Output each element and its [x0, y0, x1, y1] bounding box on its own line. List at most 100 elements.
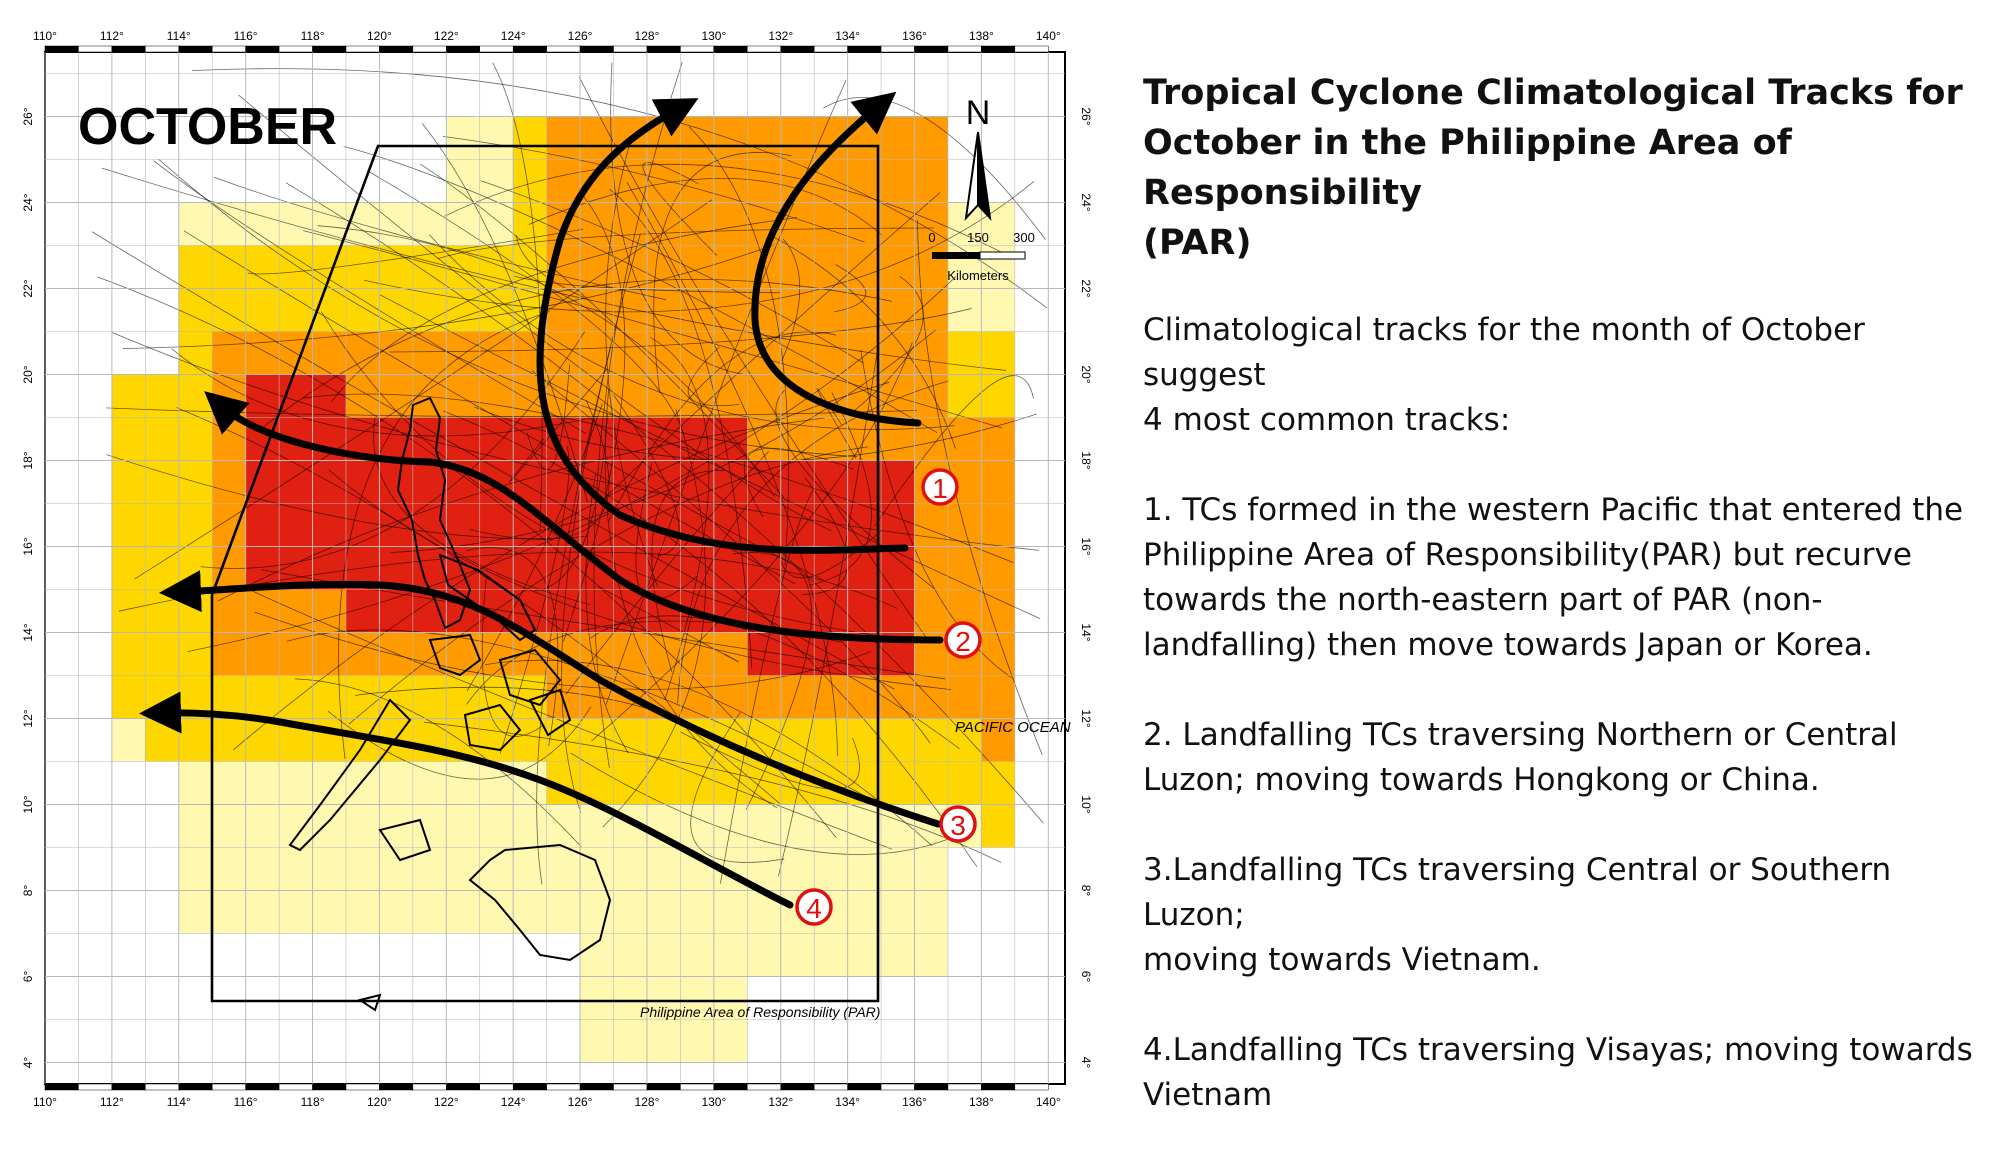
longitude-label-bottom: 124°	[501, 1095, 526, 1109]
density-cell	[345, 589, 380, 633]
frame-ruler	[512, 45, 547, 53]
latitude-label-right: 10°	[1079, 795, 1093, 813]
density-cell	[680, 933, 714, 977]
historical-track-line	[850, 275, 924, 414]
density-cell	[947, 202, 982, 246]
density-cell	[847, 804, 882, 848]
historical-track-line	[561, 347, 611, 813]
density-cell	[245, 847, 280, 891]
density-cell	[178, 718, 213, 762]
latitude-label-left: 18°	[21, 451, 35, 469]
frame-ruler	[880, 1083, 915, 1091]
density-cell	[947, 718, 982, 762]
density-cell	[513, 417, 547, 461]
historical-track-line	[373, 417, 590, 605]
frame-ruler	[312, 45, 347, 53]
density-cell	[245, 245, 280, 289]
historical-track-line	[254, 611, 872, 690]
density-cell	[847, 159, 882, 203]
density-cell	[713, 159, 748, 203]
density-cell	[713, 890, 748, 934]
historical-track-line	[317, 225, 775, 497]
frame-ruler	[512, 1083, 547, 1091]
historical-track-line	[348, 446, 868, 725]
density-cell	[847, 116, 882, 160]
density-cell	[513, 847, 547, 891]
historical-track-line	[338, 311, 550, 760]
density-cell	[747, 159, 781, 203]
density-cell	[245, 503, 280, 547]
density-cell	[312, 632, 346, 676]
density-cell	[345, 847, 380, 891]
track-2	[204, 391, 944, 644]
longitude-label-top: 130°	[701, 29, 726, 43]
density-cell	[914, 933, 948, 977]
density-cell	[279, 847, 313, 891]
density-cell	[345, 804, 380, 848]
density-cell	[847, 675, 882, 719]
historical-track-line	[320, 311, 913, 641]
latitude-label-left: 8°	[21, 885, 35, 897]
density-cell	[580, 116, 614, 160]
density-cell	[914, 503, 948, 547]
historical-track-line	[153, 160, 587, 435]
density-cell	[713, 632, 748, 676]
frame-ruler	[1014, 45, 1049, 53]
latitude-label-left: 24°	[21, 193, 35, 211]
density-cell	[580, 976, 614, 1020]
density-cell	[379, 460, 413, 504]
density-cell	[814, 933, 848, 977]
frame-ruler	[178, 1083, 213, 1091]
density-cell	[881, 718, 915, 762]
density-cell	[780, 417, 815, 461]
density-cell	[446, 374, 480, 418]
longitude-label-bottom: 136°	[902, 1095, 927, 1109]
frame-ruler	[178, 45, 213, 53]
density-cell	[345, 374, 380, 418]
density-cell	[245, 374, 280, 418]
density-cell	[279, 245, 313, 289]
historical-track-line	[534, 414, 608, 592]
density-cell	[345, 890, 380, 934]
density-cell	[513, 718, 547, 762]
longitude-label-bottom: 134°	[835, 1095, 860, 1109]
density-cell	[613, 202, 647, 246]
density-cell	[814, 245, 848, 289]
density-cell	[412, 804, 447, 848]
density-cell	[479, 116, 514, 160]
frame-ruler	[646, 1083, 681, 1091]
density-cell	[345, 202, 380, 246]
density-cell	[881, 503, 915, 547]
density-cell	[178, 890, 213, 934]
density-cell	[981, 460, 1015, 504]
density-cell	[981, 288, 1015, 332]
density-cell	[847, 331, 882, 375]
frame-ruler	[412, 45, 447, 53]
density-cell	[212, 761, 246, 805]
density-cell	[345, 245, 380, 289]
historical-track-line	[531, 370, 931, 744]
frame-ruler	[579, 45, 614, 53]
frame-ruler	[813, 45, 848, 53]
frame-ruler	[479, 45, 514, 53]
density-cell	[513, 804, 547, 848]
panel-title: Tropical Cyclone Climatological Tracks f…	[1143, 73, 1963, 263]
historical-track-line	[515, 235, 585, 298]
density-cell	[245, 589, 280, 633]
latitude-label-left: 14°	[21, 623, 35, 641]
longitude-label-bottom: 110°	[33, 1095, 57, 1109]
density-cell	[747, 761, 781, 805]
historical-track-line	[442, 135, 865, 243]
historical-track-line	[732, 552, 812, 810]
historical-track-line	[781, 238, 801, 362]
density-cell	[178, 417, 213, 461]
longitude-label-top: 120°	[367, 29, 392, 43]
frame-ruler	[847, 1083, 882, 1091]
density-cell	[847, 718, 882, 762]
density-cell	[279, 288, 313, 332]
density-cell	[780, 847, 815, 891]
density-cell	[613, 847, 647, 891]
density-cell	[914, 116, 948, 160]
historical-track-line	[610, 62, 748, 376]
frame-ruler	[312, 1083, 347, 1091]
